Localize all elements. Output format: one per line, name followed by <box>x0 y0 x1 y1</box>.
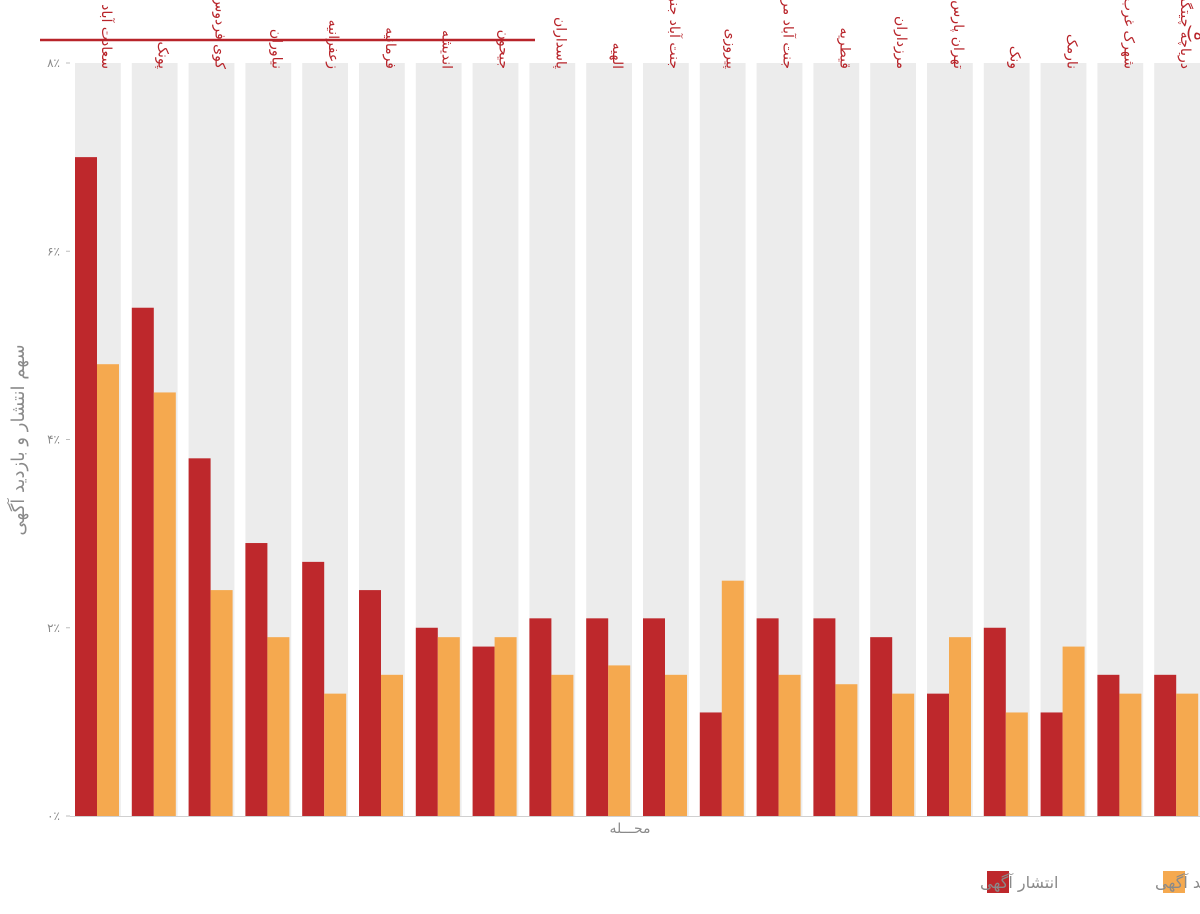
y-axis-title: سهم انتشار و بازدید آگهی <box>6 344 29 535</box>
category-label: الهیه <box>609 43 625 69</box>
category-label: اندیشه <box>439 30 455 69</box>
bar-posts <box>188 458 211 816</box>
category-label: نارمک <box>1064 34 1080 69</box>
bar-posts <box>1154 674 1177 816</box>
bar-posts <box>472 646 495 816</box>
bar-views <box>949 637 971 816</box>
category-label: قیطریه <box>836 27 852 69</box>
bar-views <box>210 590 233 816</box>
bar-posts <box>643 618 665 816</box>
bars <box>75 157 1199 816</box>
bar-posts <box>302 561 325 816</box>
bar-posts <box>415 627 438 816</box>
category-labels: سعادت آباد پونک کوی فردوس نیاوران زعفرانیه فر… <box>98 0 1194 69</box>
chart-title: درصد بازدید و انتشار آگهی در محله های ته… <box>1186 21 1200 44</box>
bar-posts <box>699 712 722 816</box>
category-label: دریاچه چیتگر <box>1177 0 1194 69</box>
category-label: کوی فردوس <box>212 0 228 69</box>
bar-views <box>1119 693 1142 816</box>
legend-label-posts: انتشار آگهی <box>980 873 1058 893</box>
bar-posts <box>927 693 949 816</box>
bar-views <box>324 693 347 816</box>
y-tick-label: ۰٪ <box>47 809 60 823</box>
legend: بازدید آگهی انتشار آگهی <box>980 871 1200 893</box>
y-tick-label: ۴٪ <box>47 433 60 447</box>
category-label: پونک <box>155 41 171 69</box>
bar-views <box>437 637 460 816</box>
y-tick-label: ۶٪ <box>47 244 60 258</box>
category-label: ونک <box>1007 46 1023 69</box>
y-axis: ۰٪ ۲٪ ۴٪ ۶٪ ۸٪ <box>47 56 1200 823</box>
legend-swatch-posts <box>987 871 1009 893</box>
bar-views <box>1005 712 1028 816</box>
category-label: جنت آباد جنوبی <box>666 0 683 69</box>
category-label: جنت آباد مرکزی <box>780 0 797 69</box>
bar-posts <box>756 618 779 816</box>
category-label: نیاوران <box>268 29 284 69</box>
bar-views <box>494 637 517 816</box>
category-label: زعفرانیه <box>325 20 341 69</box>
category-label: سعادت آباد <box>98 4 115 69</box>
bar-views <box>267 637 290 816</box>
bar-views <box>381 674 403 816</box>
bar-posts <box>586 618 609 816</box>
bar-posts <box>75 157 97 816</box>
category-label: مرزداران <box>893 16 909 69</box>
bar-posts <box>1097 674 1120 816</box>
legend-label-views: بازدید آگهی <box>1155 873 1200 893</box>
category-label: پیروزی <box>723 29 739 69</box>
bar-posts <box>1040 712 1063 816</box>
bar-views <box>778 674 801 816</box>
bar-posts <box>529 618 552 816</box>
bar-views <box>153 392 176 816</box>
bar-views <box>892 693 915 816</box>
bar-views <box>1176 693 1199 816</box>
bar-posts <box>983 627 1006 816</box>
category-label: تهران پارس غربی <box>950 0 966 69</box>
y-tick-label: ۸٪ <box>47 56 60 70</box>
bar-views <box>97 364 119 816</box>
category-label: فرمانیه <box>382 27 398 69</box>
bar-views <box>551 674 574 816</box>
category-label: جیحون <box>496 30 512 69</box>
bar-posts <box>131 307 154 816</box>
bar-views <box>665 674 687 816</box>
bar-posts <box>870 637 893 816</box>
bar-views <box>608 665 631 816</box>
bar-views <box>1062 646 1085 816</box>
bar-posts <box>245 543 268 816</box>
category-label: پاسداران <box>552 17 568 69</box>
bar-views <box>835 684 858 816</box>
bar-posts <box>813 618 836 816</box>
bar-posts <box>359 590 381 816</box>
y-tick-label: ۲٪ <box>47 621 60 635</box>
category-label: شهرک غرب <box>1120 0 1136 69</box>
column-backgrounds <box>75 63 1200 816</box>
bar-views <box>721 580 744 816</box>
x-axis-title: محـــله <box>610 821 651 837</box>
legend-swatch-views <box>1163 871 1185 893</box>
